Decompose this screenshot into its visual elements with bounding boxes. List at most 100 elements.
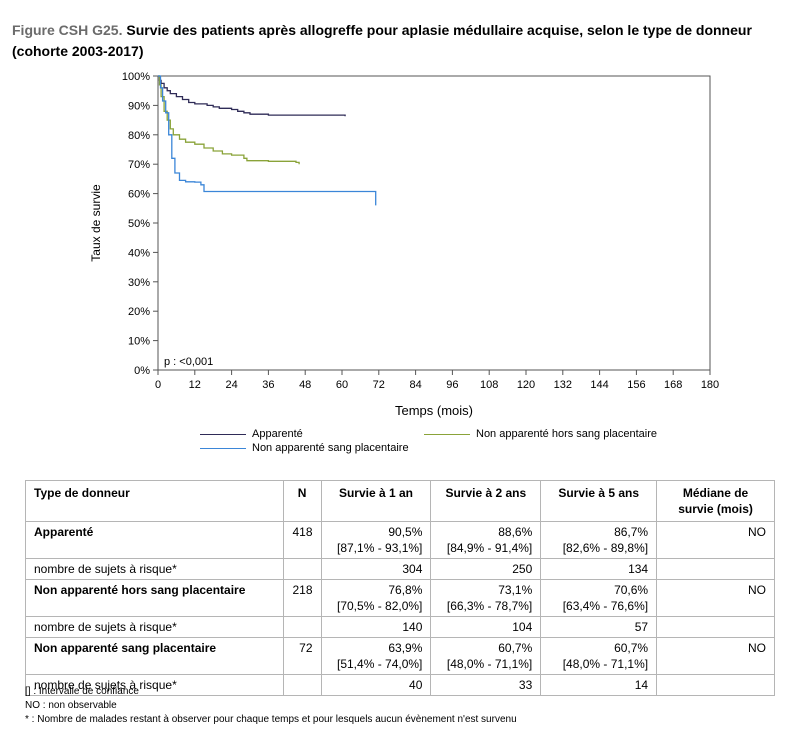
legend-swatch: [424, 433, 470, 435]
footnote: NO : non observable: [25, 700, 117, 711]
x-axis: 0 12 24 36 48 60 72 84 96 108 120 132 144 156 168 180: [155, 370, 719, 391]
col-header-survie-2ans: Survie à 2 ans: [430, 480, 542, 522]
legend-item-apparente: Apparenté: [200, 428, 303, 440]
series-line-1: [158, 75, 300, 165]
plot-area: [157, 75, 711, 371]
col-header-survie-5ans: Survie à 5 ans: [540, 480, 658, 522]
table-row-at-risk: nombre de sujets à risque* 40 33 14: [25, 674, 775, 696]
cell-at-risk-1an: 40: [320, 674, 432, 696]
y-tick-label: 40%: [128, 247, 150, 259]
col-header-n: N: [282, 480, 322, 522]
x-tick-label: 96: [446, 379, 458, 391]
x-tick-label: 156: [627, 379, 645, 391]
cell-survie-1an: 76,8% [70,5% - 82,0%]: [320, 579, 432, 617]
y-axis-label: Taux de survie: [89, 184, 103, 262]
x-tick-label: 36: [262, 379, 274, 391]
cell-n: 218: [282, 579, 322, 617]
figure-title-text: Survie des patients après allogreffe pou…: [12, 22, 752, 59]
table-row: Apparenté 418 90,5% [87,1% - 93,1%] 88,6%…: [25, 521, 775, 559]
cell-mediane: [656, 616, 775, 638]
y-axis: 0% 10% 20% 30% 40% 50% 60% 70% 80% 90% 100%: [122, 71, 158, 377]
legend-label: Non apparenté hors sang placentaire: [476, 428, 658, 440]
legend-swatch: [200, 433, 246, 435]
cell-mediane: [656, 674, 775, 696]
cell-at-risk-1an: 304: [320, 558, 432, 580]
row-label: Non apparenté hors sang placentaire: [25, 579, 284, 617]
survival-chart: 0% 10% 20% 30% 40% 50% 60% 70% 80% 90% 100% 0 12 24 3…: [89, 71, 719, 418]
x-tick-label: 108: [480, 379, 498, 391]
cell-mediane: NO: [656, 637, 775, 675]
cell-n: [282, 558, 322, 580]
cell-mediane: NO: [656, 521, 775, 559]
row-label: Apparenté: [25, 521, 284, 559]
cell-at-risk-5ans: 14: [540, 674, 658, 696]
series-line-0: [158, 75, 346, 117]
y-tick-label: 0%: [134, 365, 150, 377]
legend-item-non-apparente-sp: Non apparenté sang placentaire: [200, 442, 409, 454]
x-tick-label: 12: [189, 379, 201, 391]
legend-item-non-apparente-hors-sp: Non apparenté hors sang placentaire: [424, 428, 657, 440]
cell-survie-2ans: 88,6% [84,9% - 91,4%]: [430, 521, 542, 559]
col-header-mediane: Médiane de survie (mois): [656, 480, 775, 522]
y-tick-label: 90%: [128, 100, 150, 112]
table-row: Non apparenté sang placentaire 72 63,9%[…: [25, 637, 775, 675]
cell-mediane: NO: [656, 579, 775, 617]
cell-n: [282, 616, 322, 638]
cell-n: [282, 674, 322, 696]
table-row: Non apparenté hors sang placentaire 218 …: [25, 579, 775, 617]
cell-at-risk-2ans: 33: [430, 674, 542, 696]
x-tick-label: 132: [554, 379, 572, 391]
y-tick-label: 100%: [122, 71, 150, 83]
x-tick-label: 60: [336, 379, 348, 391]
legend-swatch: [200, 447, 246, 449]
col-header-type: Type de donneur: [25, 480, 284, 522]
cell-survie-5ans: 60,7% [48,0% - 71,1%]: [540, 637, 658, 675]
y-tick-label: 30%: [128, 277, 150, 289]
cell-at-risk-2ans: 104: [430, 616, 542, 638]
footnotes: [] : Intervalle de confiance NO : non ob…: [25, 685, 517, 727]
table-header-row: Type de donneur N Survie à 1 an Survie à…: [25, 480, 775, 522]
x-axis-label: Temps (mois): [395, 403, 473, 418]
y-tick-label: 10%: [128, 336, 150, 348]
x-tick-label: 24: [225, 379, 237, 391]
x-tick-label: 0: [155, 379, 161, 391]
y-tick-label: 80%: [128, 130, 150, 142]
table-row-at-risk: nombre de sujets à risque* 140 104 57: [25, 616, 775, 638]
x-tick-label: 120: [517, 379, 535, 391]
cell-survie-5ans: 86,7% [82,6% - 89,8%]: [540, 521, 658, 559]
row-label: nombre de sujets à risque*: [25, 616, 284, 638]
cell-n: 72: [282, 637, 322, 675]
x-tick-label: 72: [373, 379, 385, 391]
cell-at-risk-5ans: 134: [540, 558, 658, 580]
y-tick-label: 60%: [128, 189, 150, 201]
survival-table: Type de donneur N Survie à 1 an Survie à…: [25, 480, 775, 696]
x-tick-label: 48: [299, 379, 311, 391]
table-row-at-risk: nombre de sujets à risque* 304 250 134: [25, 558, 775, 580]
cell-mediane: [656, 558, 775, 580]
cell-survie-5ans: 70,6% [63,4% - 76,6%]: [540, 579, 658, 617]
cell-survie-2ans: 60,7% [48,0% - 71,1%]: [430, 637, 542, 675]
x-tick-label: 84: [409, 379, 421, 391]
y-tick-label: 50%: [128, 218, 150, 230]
cell-at-risk-5ans: 57: [540, 616, 658, 638]
row-label: nombre de sujets à risque*: [25, 558, 284, 580]
row-label: Non apparenté sang placentaire: [25, 637, 284, 675]
x-tick-label: 168: [664, 379, 682, 391]
legend-label: Apparenté: [252, 428, 303, 440]
x-tick-label: 180: [701, 379, 719, 391]
y-tick-label: 70%: [128, 159, 150, 171]
series-layer: [158, 75, 377, 206]
cell-survie-1an: 90,5% [87,1% - 93,1%]: [320, 521, 432, 559]
cell-survie-2ans: 73,1% [66,3% - 78,7%]: [430, 579, 542, 617]
figure-number: Figure CSH G25.: [12, 22, 123, 38]
footnote: [] : Intervalle de confiance: [25, 686, 139, 697]
cell-at-risk-1an: 140: [320, 616, 432, 638]
footnote: * : Nombre de malades restant à observer…: [25, 714, 517, 725]
series-line-2: [158, 75, 377, 206]
y-tick-label: 20%: [128, 306, 150, 318]
x-tick-label: 144: [590, 379, 608, 391]
legend-label: Non apparenté sang placentaire: [252, 442, 409, 454]
p-value-annotation: p : <0,001: [164, 356, 213, 368]
col-header-survie-1an: Survie à 1 an: [320, 480, 432, 522]
cell-survie-1an: 63,9% [51,4% - 74,0%]: [320, 637, 432, 675]
